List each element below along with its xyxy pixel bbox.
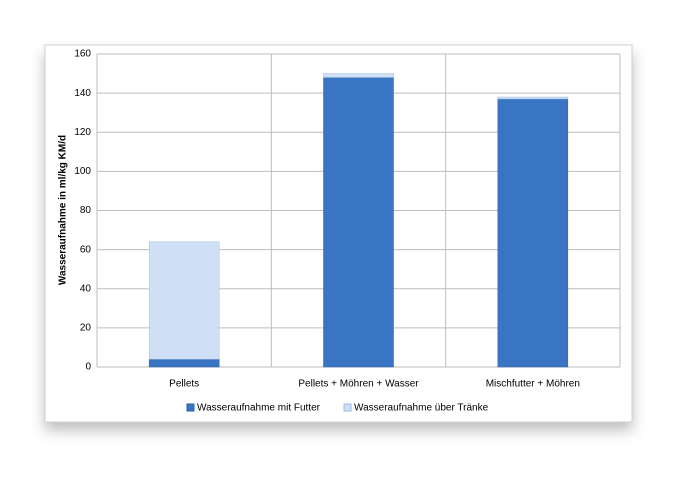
y-tick-label: 0	[85, 362, 91, 373]
legend-label: Wasseraufnahme mit Futter	[197, 403, 321, 414]
legend-swatch	[186, 403, 195, 412]
x-tick-label: Pellets + Möhren + Wasser	[298, 379, 419, 390]
y-tick-label: 120	[74, 127, 91, 138]
bar-segment	[497, 98, 569, 368]
bar-segment	[323, 73, 394, 78]
bar-segment	[148, 358, 220, 368]
y-tick-label: 20	[80, 323, 92, 334]
y-tick-label: 160	[74, 49, 91, 60]
y-axis-label: Wasseraufnahme in ml/kg KM/d	[58, 135, 69, 285]
y-tick-label: 100	[74, 166, 91, 177]
x-tick-label: Mischfutter + Möhren	[486, 379, 580, 390]
y-tick-label: 140	[74, 88, 91, 99]
bar-segment	[497, 96, 569, 100]
y-tick-label: 40	[80, 283, 92, 294]
y-tick-label: 80	[80, 205, 92, 216]
legend-label: Wasseraufnahme über Tränke	[354, 403, 489, 414]
bar-segment	[148, 241, 220, 360]
x-tick-label: Pellets	[169, 379, 199, 390]
bar-segment	[323, 77, 394, 368]
y-tick-label: 60	[80, 244, 92, 255]
legend-swatch	[343, 403, 352, 412]
